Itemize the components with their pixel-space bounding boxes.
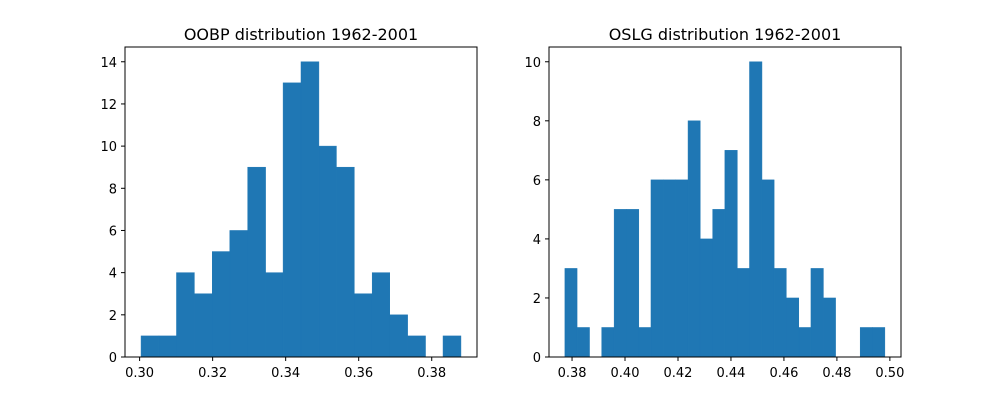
y-tick-label: 0: [109, 351, 117, 366]
axes-frame: [548, 46, 902, 358]
x-tick-label: 0.38: [417, 366, 446, 381]
bar: [265, 272, 284, 358]
x-tick-label: 0.32: [198, 366, 227, 381]
bar: [773, 268, 787, 358]
bar: [389, 314, 408, 358]
bar: [872, 327, 886, 358]
bar: [601, 327, 615, 358]
chart-title: OSLG distribution 1962-2001: [609, 25, 842, 44]
y-tick-label: 4: [533, 233, 541, 248]
x-tick-label: 0.36: [344, 366, 373, 381]
bar: [823, 297, 836, 358]
bar: [229, 230, 248, 358]
x-tick-label: 0.40: [611, 366, 640, 381]
x-tick-label: 0.38: [558, 366, 587, 381]
bar: [354, 293, 373, 358]
x-tick-label: 0.46: [769, 366, 798, 381]
x-tick-label: 0.48: [822, 366, 851, 381]
bar: [761, 179, 775, 358]
bar: [675, 179, 689, 358]
bar: [140, 335, 160, 358]
bar: [576, 327, 590, 358]
bar: [810, 268, 824, 358]
bar: [699, 238, 713, 358]
bar: [442, 335, 462, 358]
y-tick-label: 6: [533, 174, 541, 189]
bar: [212, 251, 231, 358]
bar: [687, 120, 701, 358]
y-tick-label: 14: [100, 56, 117, 71]
bar: [247, 166, 266, 358]
bar: [724, 150, 738, 358]
bar: [407, 335, 426, 358]
bar: [786, 297, 800, 358]
y-tick-label: 0: [533, 351, 541, 366]
bar: [371, 272, 390, 358]
y-tick-label: 6: [109, 224, 117, 239]
bar: [626, 209, 640, 358]
y-tick-label: 8: [109, 182, 117, 197]
x-tick-label: 0.34: [271, 366, 300, 381]
bar: [798, 327, 812, 358]
bar: [300, 61, 320, 358]
bar: [282, 82, 302, 358]
bar: [859, 327, 873, 358]
x-tick-label: 0.30: [125, 366, 154, 381]
bar: [176, 272, 195, 358]
bar: [336, 166, 355, 358]
axes-frame: [124, 46, 478, 358]
bar: [749, 61, 763, 358]
x-tick-label: 0.50: [875, 366, 904, 381]
bar: [638, 327, 652, 358]
bar: [613, 209, 627, 358]
bar: [737, 268, 750, 358]
y-tick-label: 2: [533, 292, 541, 307]
y-tick-label: 8: [533, 115, 541, 130]
bar: [564, 268, 578, 358]
x-tick-label: 0.44: [716, 366, 745, 381]
bar: [712, 209, 726, 358]
bar: [158, 335, 177, 358]
y-tick-label: 10: [100, 140, 117, 155]
bar: [663, 179, 676, 358]
y-tick-label: 10: [524, 56, 541, 71]
x-tick-label: 0.42: [664, 366, 693, 381]
bar: [194, 293, 213, 358]
y-tick-label: 2: [109, 309, 117, 324]
y-tick-label: 4: [109, 267, 117, 282]
chart-title: OOBP distribution 1962-2001: [184, 25, 418, 44]
bar: [650, 179, 664, 358]
bar: [318, 145, 337, 358]
y-tick-label: 12: [100, 98, 117, 113]
